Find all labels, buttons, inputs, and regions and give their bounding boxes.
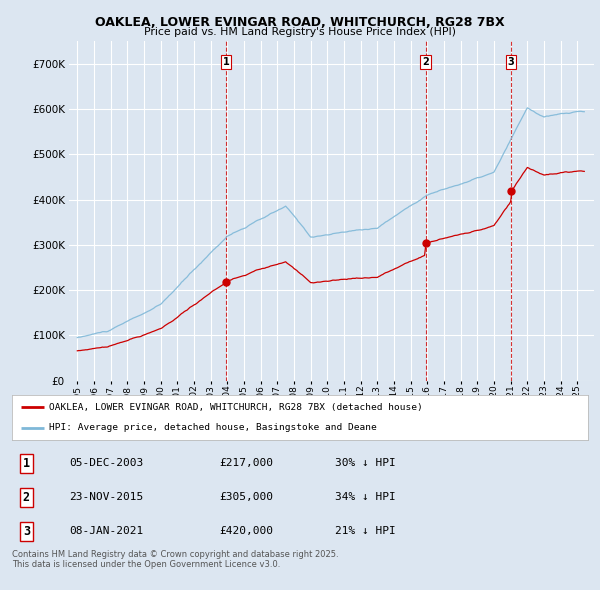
Text: 21% ↓ HPI: 21% ↓ HPI xyxy=(335,526,395,536)
Text: Price paid vs. HM Land Registry's House Price Index (HPI): Price paid vs. HM Land Registry's House … xyxy=(144,27,456,37)
Text: 1: 1 xyxy=(223,57,229,67)
Text: 08-JAN-2021: 08-JAN-2021 xyxy=(70,526,144,536)
Text: 2: 2 xyxy=(23,491,30,504)
Text: 23-NOV-2015: 23-NOV-2015 xyxy=(70,492,144,502)
Text: 3: 3 xyxy=(23,525,30,538)
Text: 34% ↓ HPI: 34% ↓ HPI xyxy=(335,492,395,502)
Text: 2: 2 xyxy=(422,57,429,67)
Text: OAKLEA, LOWER EVINGAR ROAD, WHITCHURCH, RG28 7BX (detached house): OAKLEA, LOWER EVINGAR ROAD, WHITCHURCH, … xyxy=(49,403,423,412)
Text: 1: 1 xyxy=(23,457,30,470)
Text: 3: 3 xyxy=(508,57,515,67)
Text: £305,000: £305,000 xyxy=(220,492,274,502)
Text: Contains HM Land Registry data © Crown copyright and database right 2025.
This d: Contains HM Land Registry data © Crown c… xyxy=(12,550,338,569)
Text: OAKLEA, LOWER EVINGAR ROAD, WHITCHURCH, RG28 7BX: OAKLEA, LOWER EVINGAR ROAD, WHITCHURCH, … xyxy=(95,16,505,29)
Text: HPI: Average price, detached house, Basingstoke and Deane: HPI: Average price, detached house, Basi… xyxy=(49,423,377,432)
Text: £420,000: £420,000 xyxy=(220,526,274,536)
Text: £217,000: £217,000 xyxy=(220,458,274,468)
Text: 05-DEC-2003: 05-DEC-2003 xyxy=(70,458,144,468)
Text: 30% ↓ HPI: 30% ↓ HPI xyxy=(335,458,395,468)
